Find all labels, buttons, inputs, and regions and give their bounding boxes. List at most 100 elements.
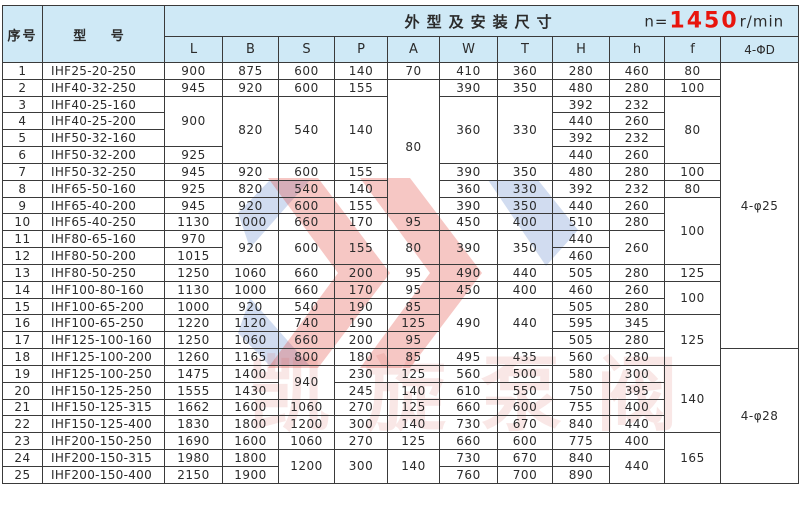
cell-model: IHF200-150-400 [42,465,165,484]
header-top-row: 序号 型 号 外型及安装尺寸 n= 1450 r/min [2,5,800,63]
cell-value: 80 [387,78,440,215]
cell-value: 440 [552,196,610,215]
cell-value: 280 [609,213,665,232]
col-header-h: H [552,36,610,63]
speed-suffix: r/min [739,12,785,30]
cell-model: IHF100-65-250 [42,314,165,333]
header-dimensions: 外型及安装尺寸 n= 1450 r/min [163,5,800,37]
cell-serial: 24 [2,449,43,467]
cell-value: 500 [497,364,553,383]
table-row: 4 IHF40-25-200 440 260 [2,112,799,131]
cell-value: 1220 [164,314,223,333]
cell-value: 392 [552,95,610,114]
cell-value: 232 [609,179,665,198]
cell-value: 140 [387,381,440,400]
cell-value: 170 [334,213,388,232]
cell-value: 1000 [164,297,223,316]
cell-serial: 13 [2,263,43,282]
cell-model: IHF65-50-160 [42,179,165,198]
cell-value: 660 [439,432,498,451]
cell-value: 820 [222,179,279,198]
cell-value: 200 [334,263,388,282]
cell-value: 245 [334,381,388,400]
cell-model: IHF40-25-200 [42,112,165,131]
cell-value: 4-φ25 [719,61,800,350]
cell-value: 505 [552,297,610,316]
cell-value: 660 [439,398,498,417]
cell-value: 660 [278,213,335,232]
cell-value: 400 [609,432,665,451]
cell-value: 560 [439,364,498,383]
cell-value: 775 [552,432,610,451]
cell-serial: 2 [2,78,43,97]
table-row: 18 IHF125-100-200 1260 1165 800 180 85 495 435 56… [2,348,800,484]
cell-value: 890 [552,465,610,484]
cell-value: 440 [552,146,610,164]
cell-value: 900 [164,62,223,80]
cell-model: IHF50-32-200 [42,146,165,164]
cell-value: 900 [164,95,223,148]
cell-value: 1900 [222,465,279,484]
cell-model: IHF125-100-200 [42,348,165,366]
cell-model: IHF25-20-250 [42,62,165,80]
cell-value: 125 [664,314,721,366]
cell-value: 165 [664,432,721,484]
cell-value: 260 [609,230,665,265]
table-row: 1 IHF25-20-250 900 875 600 140 70 410 360 280 460 8… [2,61,800,350]
cell-value: 670 [497,415,553,434]
cell-model: IHF65-40-200 [42,196,165,215]
cell-value: 390 [439,196,498,215]
cell-serial: 1 [2,62,43,80]
cell-model: IHF150-125-315 [42,398,165,417]
cell-value: 350 [497,162,553,181]
cell-value: 200 [334,331,388,350]
cell-value: 350 [497,230,553,265]
col-header-p: P [334,36,388,63]
cell-value: 1475 [164,364,223,383]
cell-value: 1600 [222,398,279,417]
cell-value: 920 [222,196,279,215]
cell-value: 660 [278,280,335,299]
cell-value: 610 [439,381,498,400]
table-row: 21 IHF150-125-315 1662 1600 1060 270 125 660 600… [2,398,799,417]
cell-value: 920 [222,78,279,97]
cell-value: 100 [664,196,721,265]
cell-value: 2150 [164,465,223,484]
cell-value: 140 [387,415,440,434]
cell-value: 440 [552,230,610,249]
cell-value: 392 [552,129,610,148]
cell-value: 1400 [222,364,279,383]
cell-model: IHF150-125-400 [42,415,165,434]
table-row: 24 IHF200-150-315 1980 1800 1200 300 140 730 670… [2,449,799,484]
cell-value: 140 [334,179,388,198]
cell-value: 1430 [222,381,279,400]
cell-model: IHF80-50-200 [42,247,165,265]
col-header-l: L [164,36,223,63]
cell-value: 280 [552,62,610,80]
cell-value: 140 [334,62,388,80]
cell-model: IHF200-150-250 [42,432,165,451]
cell-value: 125 [387,364,440,383]
cell-value: 350 [497,78,553,97]
cell-value: 260 [609,112,665,131]
cell-model: IHF40-25-160 [42,95,165,114]
cell-value: 1250 [164,263,223,282]
speed-value: 1450 [669,8,739,34]
cell-value: 600 [278,162,335,181]
cell-value: 400 [609,398,665,417]
cell-value: 460 [552,247,610,265]
cell-serial: 11 [2,230,43,249]
cell-value: 300 [609,364,665,383]
table-row: 14 IHF100-80-160 1130 1000 660 170 95 450 400 460… [2,280,799,316]
cell-value: 505 [552,263,610,282]
speed-label: n= 1450 r/min [644,9,784,34]
cell-serial: 14 [2,280,43,299]
cell-value: 920 [222,297,279,316]
cell-value: 1662 [164,398,223,417]
cell-value: 490 [439,263,498,282]
cell-model: IHF100-65-200 [42,297,165,316]
cell-model: IHF125-100-250 [42,364,165,383]
cell-value: 155 [334,196,388,215]
cell-serial: 4 [2,112,43,131]
